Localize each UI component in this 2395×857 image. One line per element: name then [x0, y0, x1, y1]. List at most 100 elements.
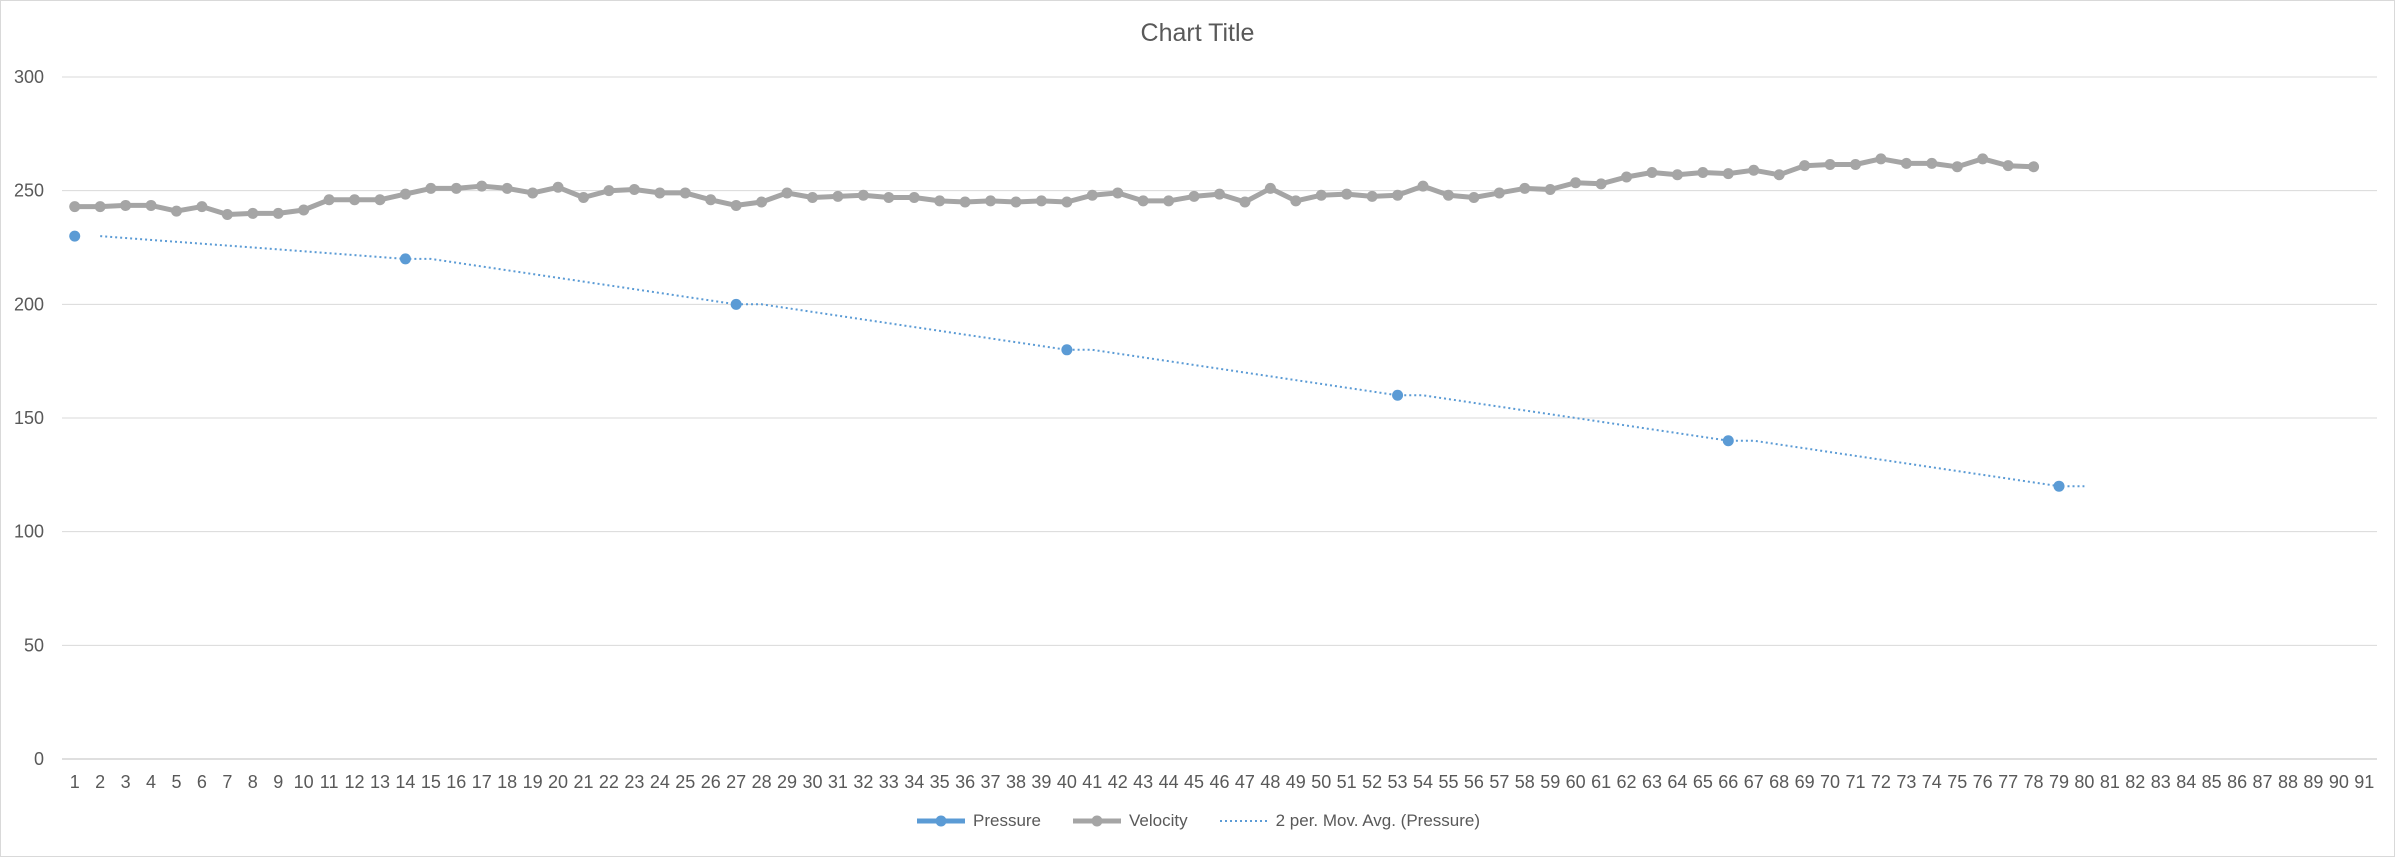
x-tick-label: 81 [2100, 772, 2120, 792]
velocity-point [1773, 169, 1785, 181]
x-tick-label: 36 [955, 772, 975, 792]
x-tick-label: 30 [802, 772, 822, 792]
velocity-point [679, 187, 691, 199]
velocity-point [1035, 195, 1047, 207]
velocity-point [552, 181, 564, 193]
velocity-point [425, 182, 437, 194]
x-tick-label: 43 [1133, 772, 1153, 792]
x-tick-label: 17 [472, 772, 492, 792]
series-line-velocity [72, 156, 2037, 217]
x-tick-label: 5 [171, 772, 181, 792]
x-tick-label: 24 [650, 772, 670, 792]
x-tick-label: 32 [853, 772, 873, 792]
velocity-point [705, 194, 717, 206]
x-tick-label: 6 [197, 772, 207, 792]
velocity-point [374, 194, 386, 206]
velocity-point [730, 199, 742, 211]
x-tick-label: 58 [1515, 772, 1535, 792]
x-tick-label: 65 [1693, 772, 1713, 792]
x-tick-label: 33 [879, 772, 899, 792]
velocity-point [1570, 177, 1582, 189]
x-tick-label: 88 [2278, 772, 2298, 792]
velocity-point [1392, 189, 1404, 201]
x-tick-label: 72 [1871, 772, 1891, 792]
x-tick-label: 14 [395, 772, 415, 792]
x-tick-label: 40 [1057, 772, 1077, 792]
velocity-point [501, 182, 513, 194]
x-tick-label: 21 [573, 772, 593, 792]
velocity-point [1646, 166, 1658, 178]
x-tick-label: 90 [2329, 772, 2349, 792]
x-tick-label: 80 [2074, 772, 2094, 792]
y-tick-label: 250 [14, 181, 44, 201]
velocity-point [1010, 196, 1022, 208]
legend-swatch [916, 815, 965, 827]
velocity-point [959, 196, 971, 208]
velocity-point [2028, 161, 2040, 173]
x-tick-label: 71 [1845, 772, 1865, 792]
velocity-point [196, 201, 208, 213]
velocity-point [1137, 195, 1149, 207]
x-tick-label: 50 [1311, 772, 1331, 792]
x-tick-label: 49 [1286, 772, 1306, 792]
velocity-point [221, 209, 233, 221]
x-tick-label: 26 [701, 772, 721, 792]
x-tick-label: 44 [1159, 772, 1179, 792]
x-tick-label: 87 [2253, 772, 2273, 792]
x-tick-label: 48 [1260, 772, 1280, 792]
velocity-point [654, 187, 666, 199]
velocity-point [1544, 184, 1556, 196]
x-tick-label: 57 [1489, 772, 1509, 792]
x-tick-label: 18 [497, 772, 517, 792]
x-tick-label: 52 [1362, 772, 1382, 792]
y-tick-label: 0 [34, 749, 44, 769]
x-tick-label: 53 [1388, 772, 1408, 792]
x-tick-label: 59 [1540, 772, 1560, 792]
velocity-point [1366, 190, 1378, 202]
pressure-point [69, 230, 81, 242]
x-tick-label: 27 [726, 772, 746, 792]
x-tick-label: 31 [828, 772, 848, 792]
velocity-point [578, 191, 590, 203]
velocity-point [1951, 161, 1963, 173]
x-tick-label: 46 [1209, 772, 1229, 792]
pressure-point [1061, 344, 1073, 356]
x-tick-label: 12 [345, 772, 365, 792]
velocity-point [1239, 196, 1251, 208]
x-tick-label: 28 [752, 772, 772, 792]
legend-swatch-marker [935, 815, 947, 827]
velocity-point [832, 190, 844, 202]
velocity-point [399, 188, 411, 200]
x-tick-label: 86 [2227, 772, 2247, 792]
velocity-point [883, 191, 895, 203]
velocity-point [1748, 164, 1760, 176]
legend-swatch [1219, 820, 1268, 822]
velocity-point [628, 184, 640, 196]
y-tick-label: 200 [14, 294, 44, 314]
velocity-point [756, 196, 768, 208]
velocity-point [120, 199, 132, 211]
x-tick-label: 60 [1566, 772, 1586, 792]
velocity-point [298, 204, 310, 216]
x-tick-label: 66 [1718, 772, 1738, 792]
velocity-point [272, 207, 284, 219]
velocity-point [908, 191, 920, 203]
velocity-point [1977, 153, 1989, 165]
velocity-point [1697, 166, 1709, 178]
velocity-point [145, 199, 157, 211]
legend-item: Velocity [1071, 811, 1188, 831]
velocity-point [323, 194, 335, 206]
y-tick-label: 50 [24, 635, 44, 655]
legend-item: 2 per. Mov. Avg. (Pressure) [1218, 811, 1480, 831]
x-tick-label: 39 [1031, 772, 1051, 792]
x-tick-label: 45 [1184, 772, 1204, 792]
velocity-point [1315, 189, 1327, 201]
x-tick-label: 38 [1006, 772, 1026, 792]
velocity-point [1900, 157, 1912, 169]
velocity-point [781, 187, 793, 199]
velocity-point [2002, 160, 2014, 172]
x-tick-label: 55 [1438, 772, 1458, 792]
velocity-point [1519, 182, 1531, 194]
velocity-point [1214, 188, 1225, 200]
x-tick-label: 84 [2176, 772, 2196, 792]
